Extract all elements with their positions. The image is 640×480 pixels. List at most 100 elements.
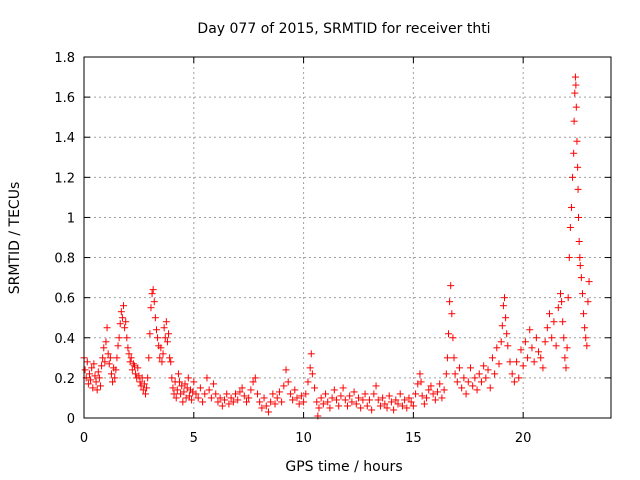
data-point: [251, 374, 259, 382]
data-point: [458, 384, 466, 392]
data-point: [333, 396, 341, 404]
data-point: [475, 370, 483, 378]
data-point: [203, 374, 211, 382]
data-point: [569, 173, 577, 181]
data-point: [172, 394, 180, 402]
data-point: [156, 354, 164, 362]
data-point: [117, 308, 125, 316]
data-point: [383, 404, 391, 412]
data-point: [401, 396, 409, 404]
data-point: [564, 294, 572, 302]
data-point: [278, 398, 286, 406]
data-point: [247, 386, 255, 394]
data-point: [161, 334, 169, 342]
data-point: [311, 384, 319, 392]
data-point: [584, 298, 592, 306]
data-point: [146, 330, 154, 338]
data-point: [192, 390, 200, 398]
data-point: [101, 358, 109, 366]
data-point: [464, 378, 472, 386]
data-point: [149, 286, 157, 294]
data-point: [471, 374, 479, 382]
data-point: [148, 290, 156, 298]
data-point: [124, 344, 132, 352]
data-point: [339, 384, 347, 392]
y-tick-label: 0.2: [54, 372, 75, 387]
data-point: [337, 392, 345, 400]
data-point: [503, 330, 511, 338]
data-point: [445, 330, 453, 338]
data-point: [152, 326, 160, 334]
data-point: [427, 382, 435, 390]
data-point: [151, 314, 159, 322]
data-point: [98, 362, 106, 370]
data-point: [169, 384, 177, 392]
data-point: [354, 394, 362, 402]
data-point: [431, 396, 439, 404]
data-point: [262, 402, 270, 410]
data-point: [563, 344, 571, 352]
data-point: [284, 378, 292, 386]
data-point: [330, 386, 338, 394]
data-point: [392, 396, 400, 404]
data-point: [188, 396, 196, 404]
y-axis-label: SRMTID / TECUs: [7, 182, 23, 295]
data-point: [556, 290, 564, 298]
data-point: [116, 320, 124, 328]
data-point: [407, 398, 415, 406]
x-tick-label: 5: [190, 431, 198, 446]
data-point: [96, 382, 104, 390]
data-point: [317, 394, 325, 402]
data-point: [581, 324, 589, 332]
y-tick-label: 0.6: [54, 292, 75, 307]
data-point: [154, 334, 162, 342]
data-point: [190, 378, 198, 386]
data-point: [348, 398, 356, 406]
data-point: [319, 400, 327, 408]
data-point: [174, 370, 182, 378]
data-point: [150, 298, 158, 306]
data-point: [412, 390, 420, 398]
data-point: [575, 238, 583, 246]
data-point: [543, 324, 551, 332]
data-point: [141, 390, 149, 398]
data-point: [227, 394, 235, 402]
data-point: [535, 348, 543, 356]
data-point: [363, 402, 371, 410]
data-point: [162, 318, 170, 326]
data-point: [167, 358, 175, 366]
data-point: [159, 350, 167, 358]
data-point: [102, 338, 110, 346]
x-tick-label: 20: [515, 431, 532, 446]
data-point: [528, 344, 536, 352]
x-tick-label: 10: [295, 431, 312, 446]
data-point: [570, 117, 578, 125]
data-point: [179, 398, 187, 406]
data-point: [181, 380, 189, 388]
data-point: [510, 378, 518, 386]
data-point: [221, 396, 229, 404]
data-point: [114, 342, 122, 350]
data-point: [245, 394, 253, 402]
data-point: [267, 398, 275, 406]
data-point: [180, 388, 188, 396]
data-point: [498, 322, 506, 330]
data-point: [184, 374, 192, 382]
data-point: [258, 404, 266, 412]
data-point: [438, 394, 446, 402]
data-point: [341, 396, 349, 404]
data-point: [368, 406, 376, 414]
data-point: [546, 310, 554, 318]
data-point: [109, 378, 117, 386]
data-point: [550, 318, 558, 326]
data-point: [214, 398, 222, 406]
data-point: [403, 404, 411, 412]
data-point: [335, 402, 343, 410]
data-point: [416, 370, 424, 378]
data-point: [423, 394, 431, 402]
data-point: [420, 400, 428, 408]
axis-ticks: 0 0.2 0.4 0.6 0.8 1 1.2 1.4 1.6 1.8 0 5 10 15 20: [54, 51, 611, 446]
data-point: [537, 354, 545, 362]
data-point: [488, 354, 496, 362]
data-point: [482, 374, 490, 382]
